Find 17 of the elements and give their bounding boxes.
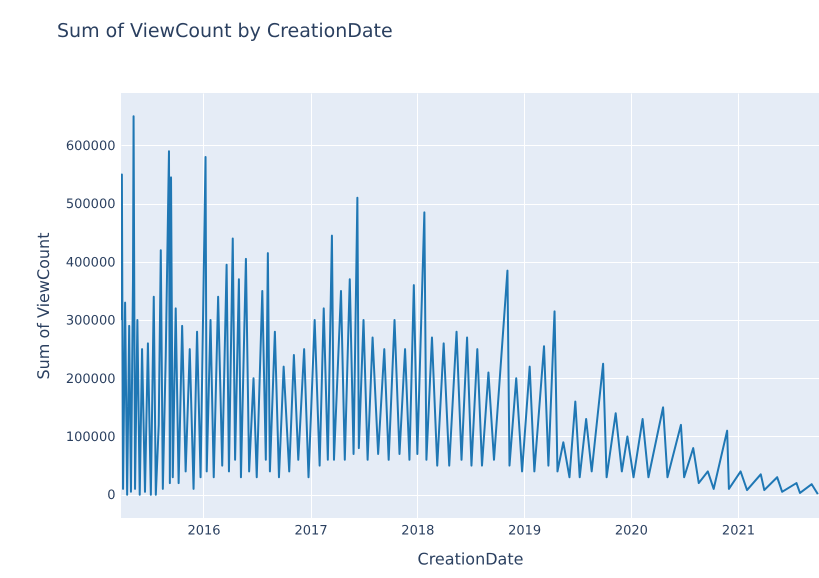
y-tick-label: 100000	[66, 430, 116, 445]
y-tick-label: 300000	[66, 314, 116, 329]
y-tick-label: 400000	[66, 255, 116, 270]
x-tick-label: 2018	[401, 524, 434, 538]
y-tick-label: 500000	[66, 197, 116, 212]
line-series	[121, 115, 819, 496]
x-tick-label: 2020	[614, 524, 648, 538]
chart-title: Sum of ViewCount by CreationDate	[57, 20, 393, 42]
x-axis-title: CreationDate	[418, 550, 524, 568]
x-tick-label: 2019	[508, 524, 542, 538]
y-tick-label: 600000	[66, 138, 116, 154]
y-tick-label: 200000	[66, 372, 116, 387]
x-tick-label: 2021	[722, 524, 756, 538]
y-axis-title: Sum of ViewCount	[34, 232, 53, 380]
y-tick-label: 0	[107, 488, 116, 504]
x-tick-label: 2016	[187, 524, 221, 538]
x-tick-label: 2017	[294, 524, 328, 538]
